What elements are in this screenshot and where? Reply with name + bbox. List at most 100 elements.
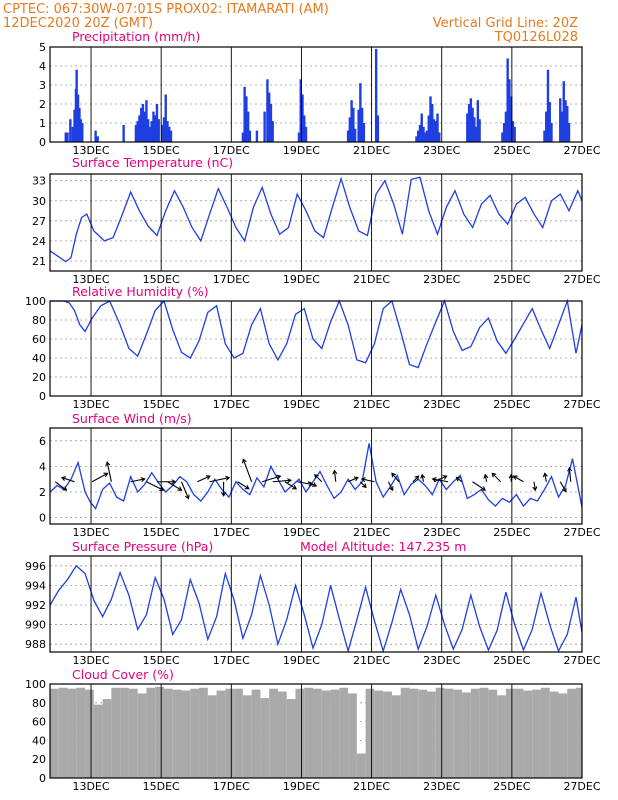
- cloud-bar: [540, 687, 550, 778]
- wind-vector: [262, 475, 281, 483]
- precip-bar: [299, 79, 302, 142]
- precip-bar: [436, 113, 439, 142]
- wind-vector-head: [353, 476, 359, 482]
- header-date: 12DEC2020 20Z (GMT): [3, 16, 153, 31]
- precip-bar: [141, 104, 145, 142]
- pressure-title: Surface Pressure (hPa): [72, 539, 213, 554]
- wind-vector: [272, 479, 291, 483]
- precip-bar: [357, 109, 360, 142]
- cloud-bar: [216, 690, 226, 778]
- x-tick-label: 27DEC: [563, 526, 600, 539]
- precip-bar: [466, 113, 469, 142]
- y-tick-label: 80: [32, 314, 46, 327]
- cloud-bar: [505, 688, 515, 778]
- wind-vector-head: [159, 486, 165, 492]
- cloud-bar: [435, 687, 445, 778]
- wind-vector-head: [483, 473, 489, 479]
- wind-vector-head: [241, 458, 247, 464]
- wind-vector-head: [391, 472, 396, 478]
- precip-bar: [71, 126, 74, 142]
- wind-vector: [472, 481, 486, 491]
- precipitation-title: Precipitation (mm/h): [72, 29, 200, 44]
- precip-bar: [241, 132, 245, 142]
- cloud-bar: [470, 688, 480, 778]
- precip-bar: [297, 132, 301, 142]
- precip-bar: [509, 96, 513, 142]
- cloud-bar: [76, 687, 86, 778]
- precip-bar: [75, 69, 78, 142]
- cloud-bar: [409, 688, 419, 778]
- y-tick-label: 27: [32, 215, 46, 228]
- wind-vector: [314, 474, 323, 483]
- x-tick-label: 13DEC: [72, 526, 109, 539]
- precip-bar: [155, 104, 159, 142]
- precip-bar: [467, 104, 471, 142]
- wind-vector-head: [177, 486, 183, 491]
- cloud-bar: [146, 687, 156, 778]
- wind-vector: [513, 475, 524, 483]
- x-tick-label: 17DEC: [213, 526, 250, 539]
- cloud-bar: [111, 687, 121, 778]
- y-tick-label: 5: [39, 41, 46, 54]
- series-line: [50, 298, 583, 369]
- x-tick-label: 13DEC: [72, 144, 109, 157]
- precip-bar: [374, 48, 378, 142]
- precip-bar: [434, 121, 437, 142]
- precip-bar: [545, 111, 548, 142]
- precip-bar: [420, 113, 423, 142]
- wind-vector-head: [62, 486, 68, 491]
- wind-vector: [181, 481, 190, 499]
- precip-bar: [152, 111, 155, 142]
- x-tick-label: 15DEC: [143, 144, 180, 157]
- x-tick-label: 23DEC: [423, 526, 460, 539]
- wind-vector: [432, 478, 449, 483]
- wind-vector-head: [60, 476, 66, 481]
- precip-bar: [66, 132, 69, 142]
- wind-vector: [297, 481, 313, 486]
- cloud-bar: [479, 687, 489, 778]
- precip-bar: [81, 123, 84, 142]
- x-tick-label: 21DEC: [353, 398, 390, 411]
- precip-bar: [564, 100, 567, 142]
- precip-bar: [418, 124, 422, 142]
- precip-bar: [417, 130, 420, 142]
- temperature-panel: Surface Temperature (nC) 21 24 27 30 33 13DEC…: [32, 155, 601, 286]
- precip-bar: [78, 107, 81, 142]
- precip-bar: [166, 121, 169, 142]
- wind-vector-head: [314, 474, 319, 479]
- precip-bar: [543, 130, 546, 142]
- wind-vector-head: [105, 461, 111, 467]
- wind-vector-head: [414, 475, 420, 481]
- y-tick-label: 0: [39, 512, 46, 525]
- precip-bar: [136, 121, 139, 142]
- precip-bar: [146, 119, 150, 142]
- precip-bar: [69, 119, 72, 142]
- precip-bar: [550, 123, 553, 142]
- wind-vector: [209, 477, 230, 483]
- cloud-bar: [365, 688, 375, 778]
- precip-bar: [415, 136, 418, 142]
- x-tick-label: 13DEC: [72, 398, 109, 411]
- y-tick-label: 30: [32, 195, 46, 208]
- wind-vector: [167, 481, 182, 491]
- precip-bar: [501, 132, 504, 142]
- wind-vector: [54, 481, 67, 491]
- cloud-bar: [532, 689, 541, 778]
- precip-bar: [138, 115, 141, 142]
- plot-frame: [49, 555, 583, 653]
- precip-bar: [266, 79, 269, 142]
- precip-bar: [362, 123, 366, 142]
- x-tick-label: 25DEC: [493, 144, 530, 157]
- precip-bar: [476, 100, 480, 142]
- wind-vector-head: [508, 473, 514, 479]
- wind-vector: [391, 473, 400, 483]
- wind-vector: [284, 481, 297, 490]
- wind-title: Surface Wind (m/s): [72, 411, 192, 426]
- cloud-cover-title: Cloud Cover (%): [72, 667, 174, 682]
- precip-bar: [469, 98, 473, 142]
- header-station: CPTEC: 067:30W-07:01S PROX02: ITAMARATI …: [3, 2, 329, 17]
- x-tick-label: 21DEC: [353, 526, 390, 539]
- y-tick-label: 21: [32, 255, 46, 268]
- precip-bar: [353, 128, 357, 142]
- x-tick-label: 23DEC: [423, 144, 460, 157]
